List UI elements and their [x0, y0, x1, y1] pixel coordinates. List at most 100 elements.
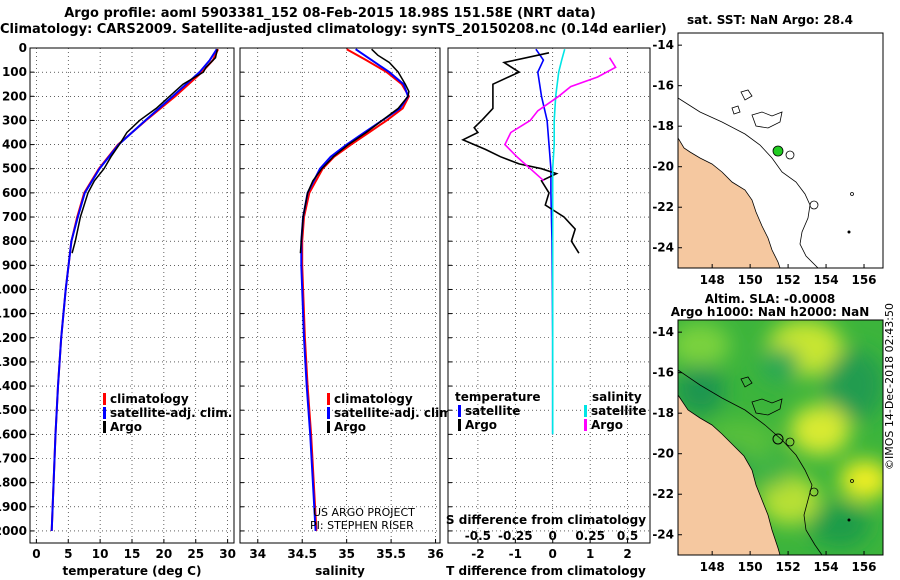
sla-lon-label: 148 — [700, 560, 725, 574]
t-diff-tick-label: 1 — [586, 547, 594, 561]
diff-line-s-satellite — [551, 48, 566, 435]
sla-reef-1 — [751, 398, 783, 416]
legend-swatch-satellite — [103, 407, 106, 419]
depth-tick-label: 500 — [2, 162, 27, 176]
sst-lon-label: 154 — [814, 273, 839, 287]
legend-swatch-climatology — [103, 393, 106, 405]
salinity-axes-box — [239, 47, 441, 544]
legend-salinity-head: salinity — [592, 390, 642, 404]
sst-lat-label: -24 — [652, 241, 674, 255]
sst-lon-label: 152 — [776, 273, 801, 287]
legend-climatology-sal: climatology — [334, 392, 413, 406]
s-diff-tick-label: -0.5 — [465, 529, 491, 543]
depth-tick-label: 200 — [2, 89, 27, 103]
legend-swatch-s-satellite — [584, 405, 587, 417]
legend-swatch-argo-sal — [327, 421, 330, 433]
sla-map-title-2: Argo h1000: NaN h2000: NaN — [671, 305, 870, 319]
sst-land-australia — [678, 137, 781, 268]
sst-reef-5 — [809, 200, 819, 210]
legend-argo: Argo — [110, 420, 142, 434]
sla-lat-label: -22 — [652, 487, 674, 501]
sla-lat-label: -24 — [652, 528, 674, 542]
sla-lat-label: -16 — [652, 366, 674, 380]
sla-map: Altim. SLA: -0.0008 Argo h1000: NaN h200… — [652, 292, 884, 574]
sla-land-australia — [678, 394, 781, 555]
difference-axes-box — [447, 47, 651, 544]
legend-t-argo: Argo — [465, 418, 497, 432]
imos-watermark: ©IMOS 14-Dec-2018 02:43:50 — [883, 303, 896, 470]
sal-tick-label: 35.5 — [376, 547, 406, 561]
sla-lat-label: -20 — [652, 447, 674, 461]
depth-tick-label: 1400 — [0, 379, 27, 393]
sst-reef-6 — [850, 192, 854, 196]
argo-float-marker-sst — [772, 145, 784, 157]
diff-line-t-argo — [461, 52, 580, 254]
title-line-1: Argo profile: aoml 5903381_152 08-Feb-20… — [64, 6, 596, 21]
sst-map-frame — [677, 32, 884, 269]
credit-project: US ARGO PROJECT — [313, 506, 415, 519]
sla-lat-label: -14 — [652, 325, 674, 339]
sal-line-satellite — [300, 48, 410, 531]
temp-tick-label: 25 — [187, 547, 204, 561]
temperature-panel: 0100200300400500600700800900100011001200… — [0, 41, 236, 578]
sst-lat-label: -14 — [652, 38, 674, 52]
sst-lon-label: 148 — [700, 273, 725, 287]
temperature-xlabel: temperature (deg C) — [63, 564, 202, 578]
temp-tick-label: 5 — [64, 547, 72, 561]
sla-field — [678, 320, 883, 547]
s-difference-label: S difference from climatology — [446, 513, 646, 527]
sla-lon-label: 156 — [851, 560, 876, 574]
sst-lat-label: -16 — [652, 79, 674, 93]
depth-tick-label: 1300 — [0, 355, 27, 369]
depth-tick-label: 1600 — [0, 427, 27, 441]
s-diff-tick-label: 0.25 — [575, 529, 605, 543]
depth-tick-label: 700 — [2, 210, 27, 224]
sst-reef-2 — [740, 89, 753, 101]
temp-tick-label: 15 — [124, 547, 141, 561]
s-diff-tick-label: -0.25 — [498, 529, 533, 543]
sst-reef-4 — [785, 150, 795, 160]
sst-reef-7 — [847, 230, 851, 234]
legend-t-satellite: satellite — [465, 404, 520, 418]
sla-reef-5 — [850, 479, 854, 483]
sla-lon-label: 150 — [738, 560, 763, 574]
depth-tick-label: 400 — [2, 138, 27, 152]
legend-satellite-sal: satellite-adj. clim. — [334, 406, 456, 420]
depth-tick-label: 1100 — [0, 307, 27, 321]
depth-tick-label: 1500 — [0, 403, 27, 417]
legend-climatology: climatology — [110, 392, 189, 406]
difference-xlabel: T difference from climatology — [446, 564, 646, 578]
sla-reef-6 — [847, 518, 851, 522]
difference-panel: -2 -1 0 1 2 -0.5 -0.25 0 0.25 0.5 T difference fr… — [446, 47, 651, 578]
sst-lat-label: -22 — [652, 200, 674, 214]
t-diff-tick-label: 0 — [549, 547, 557, 561]
sla-bathymetry-contour — [678, 369, 823, 555]
sla-map-title-1: Altim. SLA: -0.0008 — [705, 292, 836, 306]
depth-tick-label: 1200 — [0, 331, 27, 345]
sla-reef-4 — [809, 487, 819, 497]
legend-swatch-climatology-sal — [327, 393, 330, 405]
legend-swatch-t-argo — [458, 419, 461, 431]
depth-tick-label: 1900 — [0, 500, 27, 514]
depth-tick-label: 1700 — [0, 451, 27, 465]
s-diff-tick-label: 0.5 — [617, 529, 638, 543]
sst-lon-label: 156 — [851, 273, 876, 287]
sal-tick-label: 34.5 — [287, 547, 317, 561]
sla-lat-label: -18 — [652, 406, 674, 420]
legend-argo-sal: Argo — [334, 420, 366, 434]
sla-reef-3 — [785, 437, 795, 447]
legend-swatch-t-satellite — [458, 405, 461, 417]
depth-tick-label: 2000 — [0, 524, 27, 538]
sla-map-frame — [677, 319, 884, 556]
sal-tick-label: 35 — [338, 547, 355, 561]
depth-tick-label: 1800 — [0, 476, 27, 490]
salinity-panel: 34 34.5 35 35.5 36 salinity climatology sate… — [239, 47, 456, 578]
depth-tick-label: 100 — [2, 65, 27, 79]
sst-lon-label: 150 — [738, 273, 763, 287]
legend-swatch-s-argo — [584, 419, 587, 431]
legend-temperature-head: temperature — [455, 390, 540, 404]
t-diff-tick-label: -2 — [471, 547, 484, 561]
depth-tick-label: 600 — [2, 186, 27, 200]
depth-tick-label: 900 — [2, 258, 27, 272]
legend-satellite: satellite-adj. clim. — [110, 406, 232, 420]
